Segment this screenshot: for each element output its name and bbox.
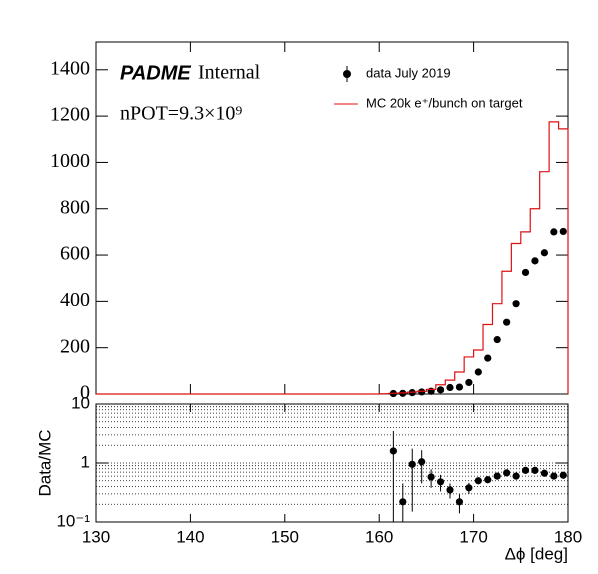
ratio-point bbox=[446, 486, 454, 494]
data-point bbox=[531, 257, 539, 265]
experiment: PADME bbox=[120, 62, 191, 84]
data-point bbox=[484, 354, 492, 362]
legend-label: data July 2019 bbox=[366, 65, 451, 80]
y-tick-label: 10 bbox=[71, 393, 90, 412]
data-point bbox=[503, 318, 511, 326]
ratio-point bbox=[474, 477, 482, 485]
ratio-plot-area bbox=[96, 404, 568, 522]
data-point bbox=[559, 227, 567, 236]
status: Internal bbox=[198, 62, 261, 84]
x-tick-label: 130 bbox=[82, 527, 110, 546]
y-tick-label: 10⁻¹ bbox=[56, 511, 90, 530]
ratio-point bbox=[550, 472, 558, 480]
x-tick-label: 150 bbox=[271, 527, 299, 546]
y-tick-label: 1000 bbox=[50, 150, 90, 172]
data-point bbox=[550, 228, 558, 236]
mc-histogram bbox=[96, 121, 569, 395]
data-point bbox=[521, 268, 530, 277]
ratio-point bbox=[389, 447, 397, 455]
data-point bbox=[540, 249, 549, 257]
ratio-point bbox=[512, 472, 520, 480]
y-tick-label: 1200 bbox=[50, 104, 90, 126]
x-tick-label: 140 bbox=[176, 527, 204, 546]
data-point bbox=[418, 388, 426, 396]
legend-label: MC 20k e⁺/bunch on target bbox=[366, 95, 523, 110]
data-point bbox=[493, 335, 501, 344]
annotation: nPOT=9.3×10⁹ bbox=[120, 103, 242, 125]
ratio-point bbox=[436, 478, 445, 486]
data-point bbox=[446, 383, 454, 392]
data-point bbox=[474, 368, 482, 376]
ratio-point bbox=[531, 466, 539, 474]
x-tick-label: 160 bbox=[365, 527, 393, 546]
y-tick-label: 800 bbox=[60, 196, 90, 218]
y-tick-label: 600 bbox=[60, 243, 90, 265]
y-axis-label: Data/MC bbox=[35, 429, 54, 496]
ratio-point bbox=[408, 460, 416, 468]
ratio-point bbox=[399, 498, 407, 506]
y-tick-label: 1 bbox=[81, 452, 90, 471]
y-tick-label: 400 bbox=[60, 289, 90, 311]
x-tick-label: 170 bbox=[459, 527, 487, 546]
y-tick-label: 0 bbox=[80, 382, 90, 404]
ratio-point bbox=[503, 469, 511, 477]
ratio-point bbox=[427, 473, 435, 481]
data-point bbox=[455, 383, 464, 391]
ratio-point bbox=[521, 466, 530, 474]
y-tick-label: 200 bbox=[60, 335, 90, 357]
data-point bbox=[427, 387, 435, 395]
ratio-point bbox=[493, 472, 501, 480]
ratio-point bbox=[540, 469, 549, 477]
x-axis-label: Δϕ [deg] bbox=[505, 544, 568, 563]
lower-frame bbox=[95, 403, 569, 523]
ratio-point bbox=[465, 484, 473, 492]
ratio-point bbox=[484, 476, 492, 484]
data-point bbox=[465, 378, 473, 387]
data-point bbox=[512, 300, 520, 308]
y-tick-label: 1400 bbox=[50, 57, 90, 79]
x-tick-label: 180 bbox=[554, 527, 582, 546]
ratio-point bbox=[559, 471, 567, 479]
data-point bbox=[436, 386, 445, 394]
ratio-point bbox=[418, 458, 426, 466]
ratio-point bbox=[455, 498, 464, 506]
